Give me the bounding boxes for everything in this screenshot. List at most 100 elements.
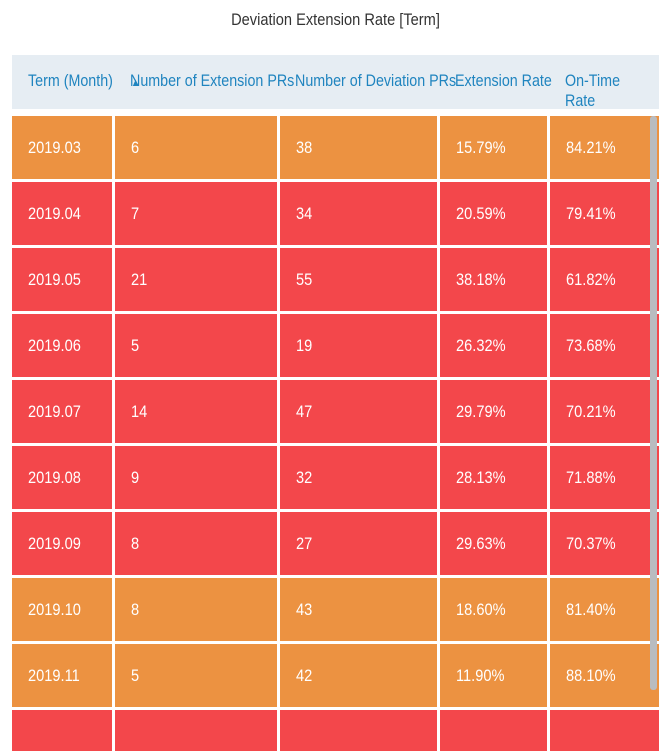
header-extension-rate-label: Extension Rate bbox=[455, 71, 552, 90]
cell-ontime-rate: 79.41% bbox=[550, 182, 659, 245]
cell-term-text: 2019.09 bbox=[28, 534, 81, 553]
cell-extension-prs: 8 bbox=[115, 578, 280, 641]
cell-deviation-prs-text: 42 bbox=[296, 666, 313, 685]
cell-extension-rate-text: 28.13% bbox=[456, 468, 506, 487]
cell-term-text: 2019.05 bbox=[28, 270, 81, 289]
table-row[interactable]: 2019.03 6 38 15.79% 84.21% bbox=[12, 116, 659, 179]
cell-deviation-prs-text: 27 bbox=[296, 534, 313, 553]
cell-deviation-prs: 27 bbox=[280, 512, 440, 575]
cell-deviation-prs-text: 34 bbox=[296, 204, 313, 223]
header-deviation-prs-label: Number of Deviation PRs bbox=[295, 71, 457, 90]
cell-deviation-prs-text: 32 bbox=[296, 468, 313, 487]
cell-ontime-rate-text: 70.21% bbox=[566, 402, 616, 421]
table-row[interactable]: 2019.06 5 19 26.32% 73.68% bbox=[12, 314, 659, 377]
cell-extension-prs: 5 bbox=[115, 644, 280, 707]
table-row[interactable]: 2019.07 14 47 29.79% 70.21% bbox=[12, 380, 659, 443]
cell-deviation-prs: 55 bbox=[280, 248, 440, 311]
cell-extension-prs-text: 7 bbox=[131, 204, 140, 223]
cell-extension-rate: 29.79% bbox=[440, 380, 550, 443]
cell-deviation-prs-text: 43 bbox=[296, 600, 313, 619]
cell-deviation-prs: 47 bbox=[280, 380, 440, 443]
cell-deviation-prs: 38 bbox=[280, 116, 440, 179]
cell-extension-rate: 20.59% bbox=[440, 182, 550, 245]
header-extension-prs[interactable]: Number of Extension PRs bbox=[130, 55, 295, 109]
cell-term-text: 2019.03 bbox=[28, 138, 81, 157]
cell-extension-prs: 9 bbox=[115, 446, 280, 509]
cell-extension-prs-text: 14 bbox=[131, 402, 148, 421]
cell-extension-prs-text: 9 bbox=[131, 468, 140, 487]
cell-extension-rate-text: 15.79% bbox=[456, 138, 506, 157]
cell-deviation-prs-text: 55 bbox=[296, 270, 313, 289]
header-deviation-prs[interactable]: Number of Deviation PRs bbox=[295, 55, 457, 109]
cell-deviation-prs: 19 bbox=[280, 314, 440, 377]
table-row[interactable]: 2019.10 8 43 18.60% 81.40% bbox=[12, 578, 659, 641]
table-row[interactable]: 2019.09 8 27 29.63% 70.37% bbox=[12, 512, 659, 575]
cell-extension-rate-text: 11.90% bbox=[456, 666, 505, 685]
vertical-scrollbar[interactable] bbox=[650, 116, 657, 690]
cell-term: 2019.03 bbox=[12, 116, 115, 179]
header-term[interactable]: Term (Month) ▲ bbox=[28, 55, 140, 109]
cell-extension-rate-text: 20.59% bbox=[456, 204, 506, 223]
cell-extension-prs-text: 6 bbox=[131, 138, 140, 157]
cell-deviation-prs-text: 47 bbox=[296, 402, 313, 421]
cell-ontime-rate-text: 73.68% bbox=[566, 336, 616, 355]
cell-extension-rate: 15.79% bbox=[440, 116, 550, 179]
cell-term: 2019.07 bbox=[12, 380, 115, 443]
cell-extension-rate: 29.63% bbox=[440, 512, 550, 575]
cell-term: 2019.10 bbox=[12, 578, 115, 641]
cell-term-text: 2019.08 bbox=[28, 468, 81, 487]
header-extension-rate[interactable]: Extension Rate bbox=[455, 55, 565, 109]
header-extension-prs-label: Number of Extension PRs bbox=[130, 71, 295, 90]
cell-term: 2019.11 bbox=[12, 644, 115, 707]
cell-deviation-prs-text: 38 bbox=[296, 138, 313, 157]
cell-ontime-rate: 61.82% bbox=[550, 248, 659, 311]
sort-asc-icon[interactable]: ▲ bbox=[131, 77, 141, 89]
cell-extension-prs bbox=[115, 710, 280, 751]
cell-ontime-rate-text: 79.41% bbox=[566, 204, 616, 223]
table-row[interactable]: 2019.05 21 55 38.18% 61.82% bbox=[12, 248, 659, 311]
table-row[interactable]: 2019.08 9 32 28.13% 71.88% bbox=[12, 446, 659, 509]
cell-ontime-rate: 88.10% bbox=[550, 644, 659, 707]
cell-extension-prs-text: 21 bbox=[131, 270, 148, 289]
cell-term-text: 2019.04 bbox=[28, 204, 81, 223]
cell-ontime-rate-text: 81.40% bbox=[566, 600, 616, 619]
cell-extension-rate-text: 38.18% bbox=[456, 270, 506, 289]
cell-extension-prs: 5 bbox=[115, 314, 280, 377]
cell-deviation-prs: 43 bbox=[280, 578, 440, 641]
cell-deviation-prs: 42 bbox=[280, 644, 440, 707]
cell-extension-rate bbox=[440, 710, 550, 751]
cell-ontime-rate bbox=[550, 710, 659, 751]
cell-term: 2019.05 bbox=[12, 248, 115, 311]
header-ontime-rate[interactable]: On-Time Rate bbox=[565, 55, 655, 110]
cell-ontime-rate-text: 70.37% bbox=[566, 534, 616, 553]
cell-extension-prs-text: 5 bbox=[131, 336, 140, 355]
cell-extension-prs: 21 bbox=[115, 248, 280, 311]
cell-term-text: 2019.07 bbox=[28, 402, 81, 421]
cell-term-text: 2019.11 bbox=[28, 666, 80, 685]
cell-ontime-rate: 73.68% bbox=[550, 314, 659, 377]
table-row[interactable]: 2019.11 5 42 11.90% 88.10% bbox=[12, 644, 659, 707]
cell-ontime-rate: 81.40% bbox=[550, 578, 659, 641]
cell-ontime-rate-text: 71.88% bbox=[566, 468, 616, 487]
table-row[interactable]: 2019.04 7 34 20.59% 79.41% bbox=[12, 182, 659, 245]
cell-ontime-rate-text: 88.10% bbox=[566, 666, 616, 685]
cell-term: 2019.09 bbox=[12, 512, 115, 575]
cell-term-text: 2019.06 bbox=[28, 336, 81, 355]
cell-ontime-rate: 84.21% bbox=[550, 116, 659, 179]
cell-extension-rate: 38.18% bbox=[440, 248, 550, 311]
cell-extension-prs-text: 8 bbox=[131, 534, 140, 553]
cell-deviation-prs bbox=[280, 710, 440, 751]
cell-extension-rate-text: 26.32% bbox=[456, 336, 506, 355]
cell-term: 2019.06 bbox=[12, 314, 115, 377]
cell-extension-prs: 7 bbox=[115, 182, 280, 245]
cell-term: 2019.08 bbox=[12, 446, 115, 509]
table-body: 2019.03 6 38 15.79% 84.21% 2019.04 7 34 20.59% 79… bbox=[12, 116, 659, 751]
table-row[interactable] bbox=[12, 710, 659, 751]
header-term-label: Term (Month) bbox=[28, 71, 113, 90]
table-header: Term (Month) ▲ Number of Extension PRs Nu… bbox=[12, 55, 659, 110]
cell-deviation-prs-text: 19 bbox=[296, 336, 313, 355]
cell-extension-rate: 18.60% bbox=[440, 578, 550, 641]
cell-ontime-rate: 71.88% bbox=[550, 446, 659, 509]
cell-extension-rate-text: 29.63% bbox=[456, 534, 506, 553]
cell-extension-prs-text: 5 bbox=[131, 666, 140, 685]
